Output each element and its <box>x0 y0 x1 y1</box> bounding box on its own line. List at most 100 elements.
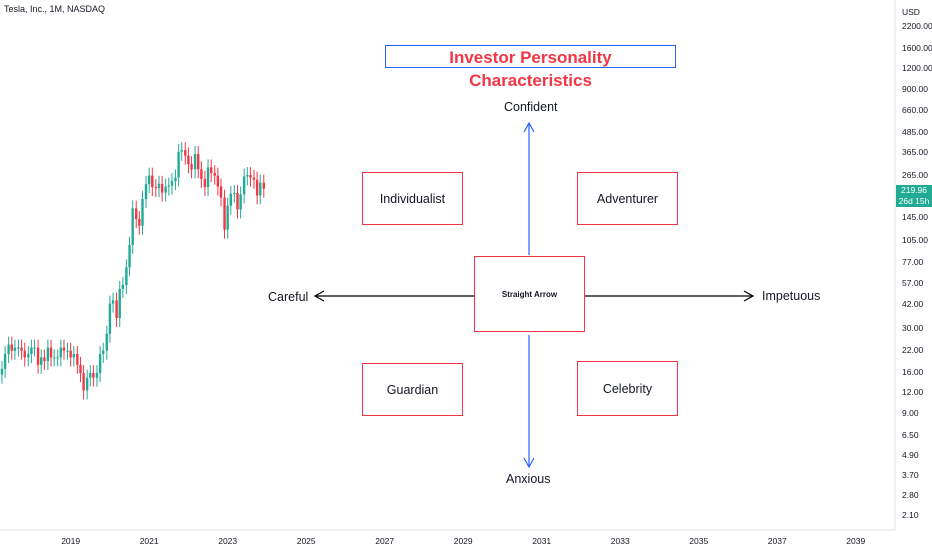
candle-body <box>56 357 59 359</box>
candle-body <box>262 182 265 189</box>
candle-body <box>151 175 154 188</box>
candle-body <box>154 187 158 189</box>
currency-label[interactable]: USD <box>902 7 920 17</box>
candle-body <box>135 208 138 220</box>
candle-body <box>89 373 92 378</box>
candle-body <box>59 347 63 358</box>
candle-body <box>141 199 144 226</box>
price-tick-label: 30.00 <box>902 322 924 333</box>
candle-body <box>52 357 56 359</box>
candle-body <box>108 303 112 334</box>
price-tick-label: 1600.00 <box>902 43 932 54</box>
impetuous-arrowhead <box>743 290 755 302</box>
price-tick-label: 105.00 <box>902 234 928 245</box>
candle-body <box>69 350 72 358</box>
candle-body <box>167 185 170 187</box>
price-tick-label: 365.00 <box>902 147 928 158</box>
price-tick-label: 6.50 <box>902 430 919 441</box>
time-tick-label: 2029 <box>453 536 473 546</box>
candle-body <box>102 350 105 354</box>
time-tick-label: 2023 <box>218 536 238 546</box>
price-tick-label: 12.00 <box>902 387 924 398</box>
candle-body <box>180 150 183 152</box>
impetuous-label: Impetuous <box>762 289 821 303</box>
candle-body <box>10 344 13 351</box>
time-tick-label: 2035 <box>689 536 709 546</box>
candle-body <box>62 347 66 351</box>
candles-layer <box>0 142 265 400</box>
candle-body <box>98 353 102 374</box>
candle-body <box>255 179 259 196</box>
price-tick-label: 77.00 <box>902 256 924 267</box>
candle-body <box>174 177 177 182</box>
price-tick-label: 1200.00 <box>902 63 932 74</box>
candle-body <box>160 183 164 193</box>
price-tick-label: 16.00 <box>902 367 924 378</box>
candle-body <box>138 219 141 226</box>
candle-body <box>249 175 252 178</box>
candle-body <box>184 150 187 156</box>
price-tick-label: 900.00 <box>902 83 928 94</box>
candle-body <box>203 178 207 188</box>
candle-body <box>118 288 121 319</box>
celebrity-label: Celebrity <box>602 381 653 396</box>
candle-body <box>95 373 99 378</box>
symbol-label[interactable]: Tesla, Inc., 1M, NASDAQ <box>4 4 106 14</box>
anxious-arrowhead <box>523 457 535 469</box>
celebrity-box: Celebrity <box>577 361 678 416</box>
individualist-box: Individualist <box>362 172 463 225</box>
careful-label: Careful <box>268 290 309 304</box>
candle-body <box>49 347 53 358</box>
diagram-title: Investor Personality Characteristics <box>385 45 676 90</box>
candle-body <box>3 353 7 369</box>
confident-label: Confident <box>504 100 558 114</box>
time-tick-label: 2039 <box>846 536 866 546</box>
candle-body <box>46 347 50 362</box>
candle-body <box>177 151 180 178</box>
candle-body <box>13 347 17 351</box>
candle-body <box>190 164 193 170</box>
candle-body <box>111 300 115 304</box>
price-tick-label: 4.90 <box>902 450 919 461</box>
candle-body <box>82 373 85 391</box>
candle-body <box>206 167 210 188</box>
last-price: 219.96 <box>901 185 927 195</box>
candle-body <box>200 169 203 179</box>
last-price-badge: 219.96 26d 15h <box>896 185 932 207</box>
guardian-label: Guardian <box>386 382 439 397</box>
candle-body <box>170 181 174 186</box>
price-tick-label: 660.00 <box>902 105 928 116</box>
time-tick-label: 2025 <box>296 536 316 546</box>
candle-body <box>226 205 229 230</box>
price-tick-label: 22.00 <box>902 344 924 355</box>
candle-body <box>147 175 151 185</box>
candle-body <box>128 244 131 268</box>
adventurer-label: Adventurer <box>596 191 659 206</box>
guardian-box: Guardian <box>362 363 463 416</box>
candle-body <box>66 350 69 352</box>
candle-body <box>223 197 226 230</box>
candle-body <box>157 183 161 189</box>
individualist-label: Individualist <box>379 191 446 206</box>
price-tick-label: 145.00 <box>902 212 928 223</box>
confident-arrowhead <box>523 121 535 133</box>
candle-body <box>236 193 239 210</box>
straight-arrow-label: Straight Arrow <box>501 289 558 299</box>
candle-body <box>209 167 213 174</box>
candle-body <box>242 176 246 195</box>
price-tick-label: 2.80 <box>902 489 919 500</box>
candle-body <box>17 347 20 349</box>
candle-body <box>40 357 43 365</box>
candle-body <box>7 344 10 354</box>
candle-body <box>23 350 26 358</box>
candle-body <box>76 353 79 365</box>
price-tick-label: 2.10 <box>902 509 919 520</box>
candle-body <box>115 300 118 319</box>
candle-body <box>85 377 89 391</box>
candle-body <box>92 373 95 378</box>
candle-body <box>43 357 46 362</box>
candle-body <box>36 347 40 365</box>
time-tick-label: 2019 <box>61 536 81 546</box>
price-tick-label: 57.00 <box>902 277 924 288</box>
